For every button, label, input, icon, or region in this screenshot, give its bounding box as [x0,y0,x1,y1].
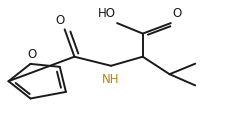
Text: HO: HO [98,7,116,20]
Text: O: O [27,48,36,61]
Text: NH: NH [102,73,120,86]
Text: O: O [55,14,64,27]
Text: O: O [172,7,181,20]
